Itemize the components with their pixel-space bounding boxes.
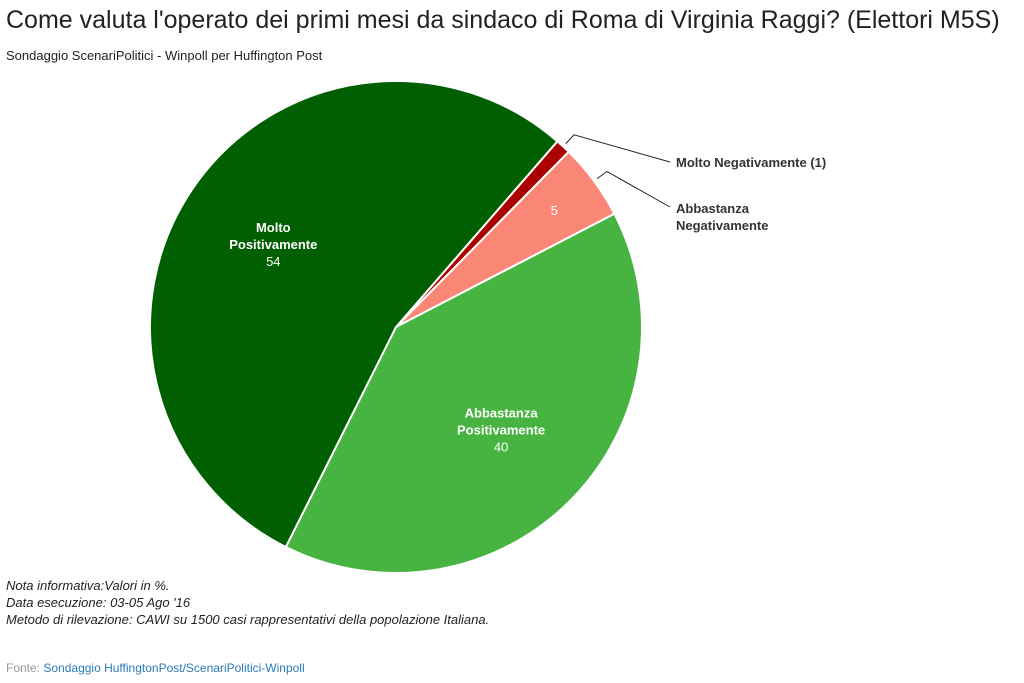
connector-molto-negativamente (565, 134, 671, 163)
source-label: Fonte: (6, 661, 41, 675)
slice-label-abbastanza-positivamente: Abbastanza Positivamente 40 (457, 406, 545, 455)
slice-label-molto-positivamente: Molto Positivamente 54 (229, 220, 317, 269)
source: Fonte: Sondaggio HuffingtonPost/ScenariP… (6, 661, 305, 675)
slice-label-molto-negativamente: Molto Negativamente (1) (676, 155, 826, 170)
pie-slice-molto-positivamente (149, 80, 559, 549)
note-date: Data esecuzione: 03-05 Ago '16 (6, 595, 191, 610)
slice-label-abbastanza-negativamente: Abbastanza Negativamente (676, 201, 768, 233)
connector-abbastanza-negativamente (596, 170, 671, 208)
slice-value-abbastanza-negativamente: 5 (551, 203, 558, 218)
pie-slice-abbastanza-positivamente (284, 212, 643, 574)
note-method: Metodo di rilevazione: CAWI su 1500 casi… (6, 612, 490, 627)
note-info: Nota informativa:Valori in %. (6, 578, 170, 593)
notes: Nota informativa:Valori in %. Data esecu… (6, 577, 489, 628)
chart-title: Come valuta l'operato dei primi mesi da … (6, 6, 1000, 34)
source-link[interactable]: Sondaggio HuffingtonPost/ScenariPolitici… (43, 661, 305, 675)
chart-subtitle: Sondaggio ScenariPolitici - Winpoll per … (6, 48, 323, 63)
